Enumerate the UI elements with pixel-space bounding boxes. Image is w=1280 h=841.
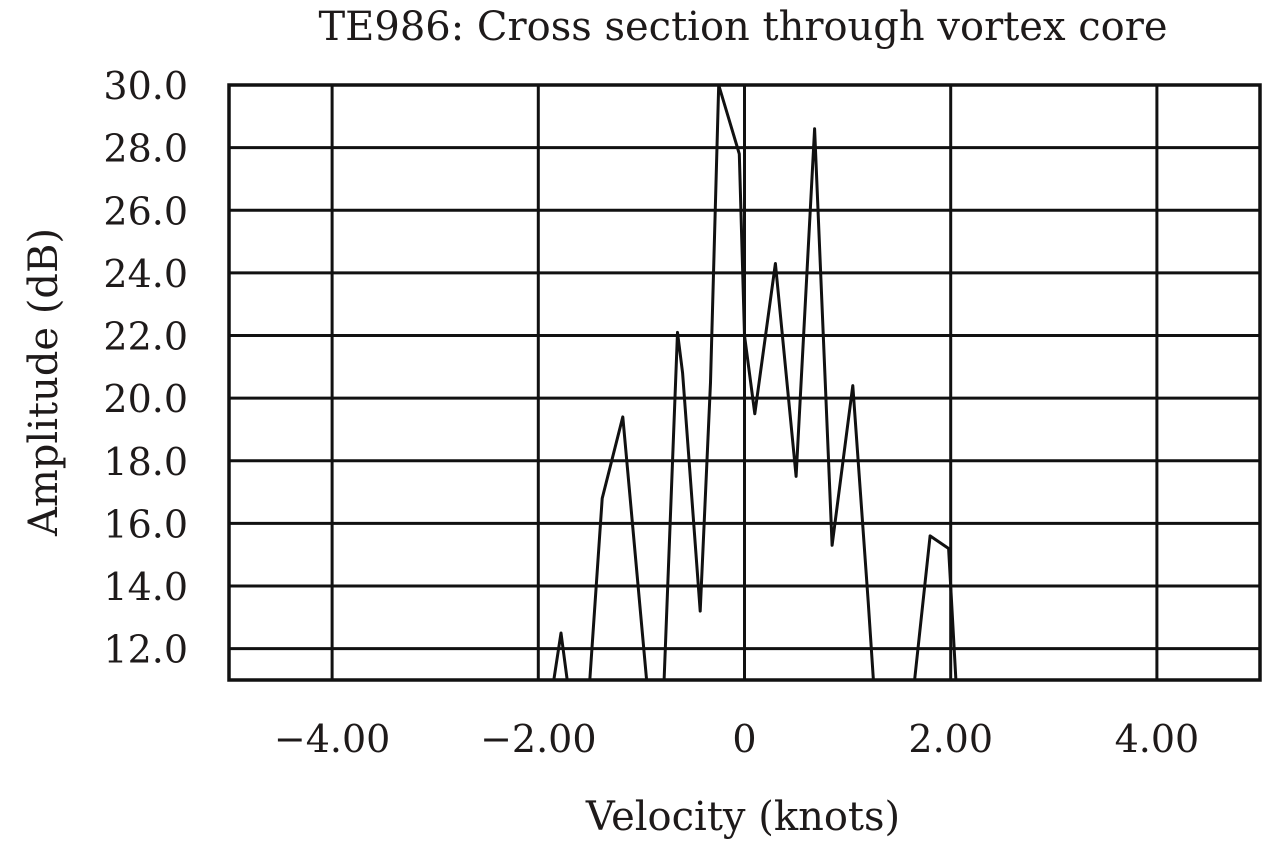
- x-tick-label: 0: [732, 717, 756, 761]
- y-tick-label: 24.0: [103, 252, 188, 296]
- x-tick-label: −4.00: [274, 717, 390, 761]
- x-tick-label: 4.00: [1115, 717, 1200, 761]
- x-axis-label: Velocity (knots): [585, 794, 900, 840]
- y-tick-label: 18.0: [103, 440, 188, 484]
- y-tick-labels: 12.0 14.0 16.0 18.0 20.0 22.0 24.0 26.0 28.0 30.0: [103, 64, 188, 672]
- y-tick-label: 22.0: [103, 315, 188, 359]
- y-tick-label: 12.0: [103, 628, 188, 672]
- x-tick-labels: −4.00 −2.00 0 2.00 4.00: [274, 717, 1199, 761]
- y-axis-label: Amplitude (dB): [21, 228, 67, 537]
- x-tick-label: 2.00: [908, 717, 993, 761]
- grid: [229, 83, 1260, 680]
- x-tick-label: −2.00: [480, 717, 596, 761]
- chart-title: TE986: Cross section through vortex core: [318, 4, 1167, 50]
- y-tick-label: 14.0: [103, 565, 188, 609]
- y-tick-label: 16.0: [103, 502, 188, 546]
- y-tick-label: 30.0: [103, 64, 188, 108]
- y-tick-label: 20.0: [103, 377, 188, 421]
- y-tick-label: 26.0: [103, 189, 188, 233]
- plot-frame: [227, 83, 1262, 682]
- y-tick-label: 28.0: [103, 127, 188, 171]
